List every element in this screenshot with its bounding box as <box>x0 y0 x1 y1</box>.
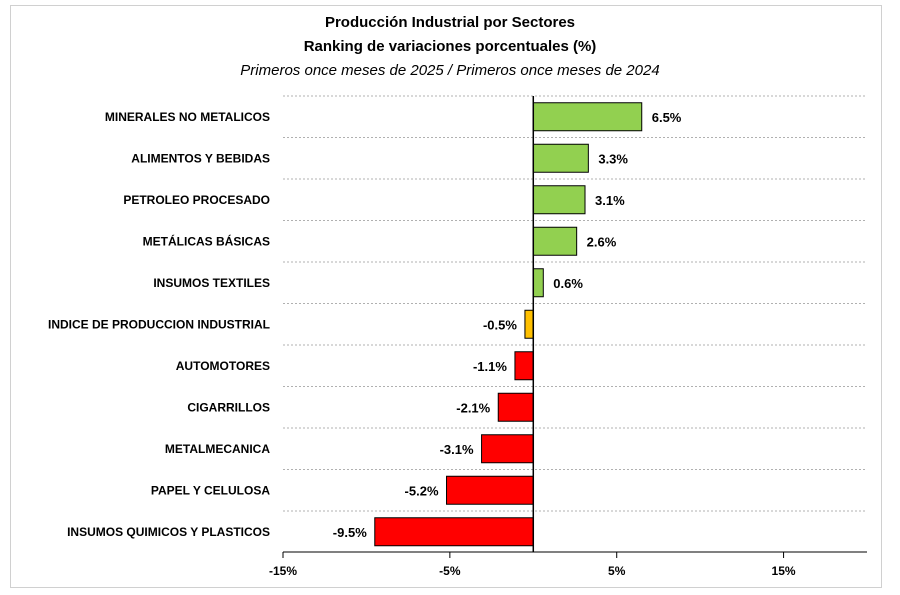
data-label: 2.6% <box>587 234 617 249</box>
bar <box>374 517 534 547</box>
category-label: PETROLEO PROCESADO <box>123 193 270 207</box>
x-tick-label: -5% <box>439 564 461 578</box>
category-label: METÁLICAS BÁSICAS <box>143 233 270 248</box>
data-label: -5.2% <box>405 483 439 498</box>
bar <box>514 351 534 381</box>
bar <box>532 226 578 256</box>
data-label: 6.5% <box>652 110 682 125</box>
category-label: INSUMOS QUIMICOS Y PLASTICOS <box>67 525 270 539</box>
chart-frame <box>10 5 882 588</box>
bar <box>532 143 589 173</box>
bar <box>497 392 534 422</box>
bar <box>532 268 544 298</box>
data-label: -0.5% <box>483 317 517 332</box>
category-label: AUTOMOTORES <box>176 359 270 373</box>
data-label: -3.1% <box>440 442 474 457</box>
data-label: 3.3% <box>598 151 628 166</box>
data-label: 3.1% <box>595 193 625 208</box>
x-tick-label: 5% <box>608 564 626 578</box>
category-label: PAPEL Y CELULOSA <box>151 483 270 497</box>
data-label: -1.1% <box>473 359 507 374</box>
chart-subtitle-period: Primeros once meses de 2025 / Primeros o… <box>240 62 660 79</box>
category-label: ALIMENTOS Y BEBIDAS <box>131 151 270 165</box>
chart-subtitle: Ranking de variaciones porcentuales (%) <box>303 38 597 55</box>
data-label: 0.6% <box>553 276 583 291</box>
category-label: METALMECANICA <box>165 442 270 456</box>
bar <box>481 434 534 464</box>
bar <box>532 185 586 215</box>
bar <box>446 475 534 505</box>
category-label: INSUMOS TEXTILES <box>153 276 270 290</box>
x-tick-label: -15% <box>269 564 297 578</box>
category-label: CIGARRILLOS <box>187 400 270 414</box>
category-label: INDICE DE PRODUCCION INDUSTRIAL <box>48 317 270 331</box>
data-label: -9.5% <box>333 525 367 540</box>
data-label: -2.1% <box>456 400 490 415</box>
bar <box>532 102 643 132</box>
chart-title: Producción Industrial por Sectores <box>324 14 576 31</box>
category-label: MINERALES NO METALICOS <box>105 110 270 124</box>
x-tick-label: 15% <box>772 564 796 578</box>
bar <box>524 309 534 339</box>
